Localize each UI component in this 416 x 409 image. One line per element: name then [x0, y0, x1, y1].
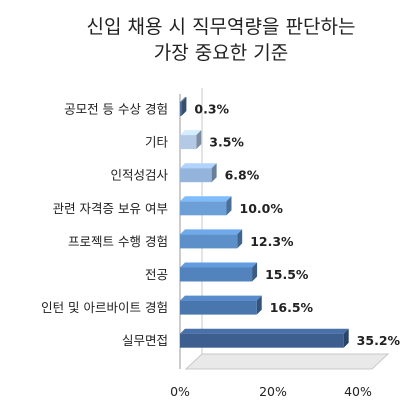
- value-label: 16.5%: [270, 300, 314, 315]
- bar-top-face: [180, 97, 187, 102]
- value-label: 12.3%: [250, 234, 294, 249]
- x-tick-label: 0%: [170, 384, 190, 399]
- value-label: 15.5%: [265, 267, 309, 282]
- bar-top-face: [180, 163, 217, 169]
- bar: [180, 130, 202, 150]
- bar-front-face: [180, 102, 182, 116]
- bar-top-face: [180, 229, 243, 235]
- value-label: 35.2%: [357, 333, 401, 348]
- value-label: 3.5%: [209, 135, 244, 150]
- bar-side-face: [211, 163, 217, 183]
- bar-top-face: [180, 328, 349, 334]
- bar: [180, 262, 258, 282]
- plot-floor: [184, 353, 390, 370]
- value-labels: 0.3% 3.5% 6.8% 10.0% 12.3% 15.5% 16.5% 35.2%: [194, 102, 400, 349]
- chart-title-line-1: 신입 채용 시 직무역량을 판단하는: [87, 16, 356, 38]
- bar-side-face: [252, 262, 258, 282]
- category-label: 인턴 및 아르바이트 경험: [41, 300, 168, 315]
- x-axis-ticks: 0% 20% 40%: [170, 384, 372, 399]
- bar-top-face: [180, 262, 258, 268]
- category-label: 인적성검사: [110, 168, 168, 183]
- bar-side-face: [256, 295, 262, 315]
- bar-top-face: [180, 130, 202, 136]
- bar: [180, 328, 349, 348]
- x-tick-label: 40%: [344, 384, 372, 399]
- bar-side-face: [226, 196, 232, 216]
- bar-front-face: [180, 333, 344, 348]
- category-label: 관련 자격증 보유 여부: [53, 201, 168, 216]
- bar-front-face: [180, 201, 227, 216]
- category-label: 공모전 등 수상 경험: [64, 102, 168, 117]
- bars-group: [180, 97, 349, 348]
- bar-front-face: [180, 267, 253, 282]
- bar: [180, 97, 187, 116]
- bar: [180, 229, 243, 249]
- category-label: 전공: [145, 267, 168, 282]
- chart-title-line-2: 가장 중요한 기준: [154, 42, 288, 64]
- bar-top-face: [180, 196, 232, 202]
- value-label: 6.8%: [225, 168, 260, 183]
- value-label: 10.0%: [240, 201, 284, 216]
- bar-side-face: [343, 328, 349, 348]
- bar-side-face: [181, 97, 187, 116]
- bar-side-face: [237, 229, 243, 249]
- bar: [180, 196, 232, 216]
- bar-front-face: [180, 234, 238, 249]
- bar-front-face: [180, 168, 212, 183]
- bar: [180, 295, 262, 315]
- bar: [180, 163, 217, 183]
- category-label: 실무면접: [122, 333, 168, 348]
- bar-front-face: [180, 135, 197, 150]
- bar-front-face: [180, 300, 257, 315]
- bar-side-face: [196, 130, 202, 150]
- category-label: 기타: [145, 135, 169, 150]
- category-label: 프로젝트 수행 경험: [68, 234, 168, 249]
- x-tick-label: 20%: [259, 384, 287, 399]
- value-label: 0.3%: [194, 102, 229, 117]
- bar-top-face: [180, 295, 262, 301]
